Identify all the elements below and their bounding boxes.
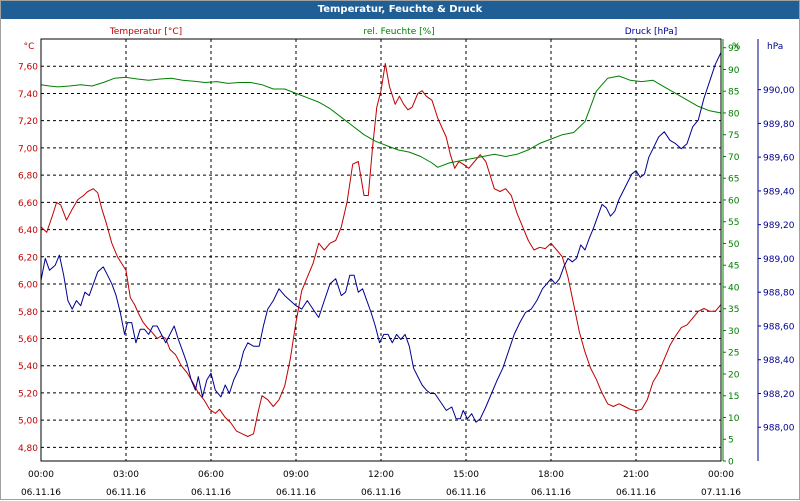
temperature-tick-label: 7,00 [18, 144, 38, 154]
humidity-tick-label: 75 [728, 131, 739, 141]
time-tick-label: 09:00 [283, 470, 309, 480]
pressure-tick-label: 988,60 [763, 322, 795, 332]
time-tick-label: 18:00 [538, 470, 564, 480]
humidity-tick-label: 50 [728, 240, 740, 250]
window-title: Temperatur, Feuchte & Druck [1, 1, 799, 19]
date-tick-label: 06.11.16 [191, 488, 231, 498]
series-layer [40, 52, 722, 437]
series-line-humidity [40, 75, 722, 168]
plot-frame [40, 38, 722, 462]
pressure-tick-label: 989,60 [763, 154, 795, 164]
temperature-tick-label: 7,40 [18, 90, 38, 100]
legend-humidity: rel. Feuchte [%] [363, 27, 434, 37]
pressure-tick-label: 988,20 [763, 390, 795, 400]
humidity-unit-label: % [732, 42, 741, 52]
temperature-tick-label: 5,20 [18, 389, 38, 399]
humidity-tick-label: 45 [728, 262, 739, 272]
time-tick-labels: 00:00 06.11.16 03:00 06.11.16 06:00 06.11.16 0… [21, 470, 741, 498]
time-tick-label: 00:00 [708, 470, 734, 480]
pressure-unit-label: hPa [767, 42, 783, 52]
temperature-tick-label: 6,60 [18, 199, 38, 209]
pressure-tick-label: 988,80 [763, 289, 795, 299]
temperature-tick-labels: 4,80 5,00 5,20 5,40 5,60 5,80 6,00 6,20 6,40 6,60… [18, 63, 38, 454]
pressure-tick-label: 989,40 [763, 187, 795, 197]
temperature-tick-label: 6,20 [18, 253, 38, 263]
date-tick-label: 06.11.16 [531, 488, 571, 498]
legend-temperature: Temperatur [°C] [109, 27, 182, 37]
humidity-tick-label: 0 [728, 458, 734, 468]
series-line-temperature [40, 63, 722, 437]
date-tick-label: 07.11.16 [701, 488, 741, 498]
temperature-tick-label: 5,00 [18, 417, 38, 427]
humidity-tick-label: 40 [728, 283, 740, 293]
humidity-tick-label: 95 [728, 44, 739, 54]
pressure-tick-labels: 988,00 988,20 988,40 988,60 988,80 989,00 989,… [758, 86, 795, 434]
temperature-tick-label: 6,40 [18, 226, 38, 236]
humidity-tick-label: 10 [728, 414, 740, 424]
humidity-tick-label: 30 [728, 327, 740, 337]
humidity-tick-label: 55 [728, 218, 739, 228]
humidity-tick-label: 25 [728, 349, 739, 359]
pressure-tick-label: 989,20 [763, 221, 795, 231]
humidity-tick-label: 35 [728, 305, 739, 315]
humidity-tick-label: 60 [728, 196, 740, 206]
temperature-tick-label: 5,80 [18, 308, 38, 318]
humidity-tick-label: 80 [728, 109, 740, 119]
humidity-tick-labels: 0 5 10 15 20 25 30 35 40 45 50 55 60 65 70 75 80 85 90 95 [723, 44, 740, 468]
temperature-tick-label: 4,80 [18, 444, 38, 454]
temperature-tick-label: 7,20 [18, 117, 38, 127]
date-tick-label: 06.11.16 [361, 488, 401, 498]
time-tick-label: 12:00 [368, 470, 394, 480]
date-tick-label: 06.11.16 [446, 488, 486, 498]
temperature-tick-label: 5,40 [18, 362, 38, 372]
time-tick-label: 15:00 [453, 470, 479, 480]
time-tick-label: 21:00 [623, 470, 649, 480]
humidity-tick-label: 65 [728, 175, 739, 185]
series-line-pressure [40, 52, 722, 423]
grid-lines [41, 39, 721, 461]
humidity-tick-label: 70 [728, 153, 740, 163]
time-tick-label: 06:00 [198, 470, 224, 480]
humidity-tick-label: 15 [728, 392, 739, 402]
date-tick-label: 06.11.16 [276, 488, 316, 498]
temperature-tick-label: 6,80 [18, 172, 38, 182]
humidity-tick-label: 90 [728, 66, 740, 76]
humidity-tick-label: 5 [728, 436, 734, 446]
temperature-tick-label: 6,00 [18, 281, 38, 291]
humidity-tick-label: 85 [728, 88, 739, 98]
legend-pressure: Druck [hPa] [625, 27, 678, 37]
temperature-tick-label: 7,60 [18, 63, 38, 73]
time-tick-label: 03:00 [113, 470, 139, 480]
date-tick-label: 06.11.16 [616, 488, 656, 498]
date-tick-label: 06.11.16 [106, 488, 146, 498]
pressure-tick-label: 988,40 [763, 356, 795, 366]
humidity-tick-label: 20 [728, 370, 740, 380]
pressure-tick-label: 989,00 [763, 255, 795, 265]
date-tick-label: 06.11.16 [21, 488, 61, 498]
pressure-tick-label: 988,00 [763, 424, 795, 434]
pressure-tick-label: 989,80 [763, 120, 795, 130]
temperature-tick-label: 5,60 [18, 335, 38, 345]
pressure-tick-label: 990,00 [763, 86, 795, 96]
time-tick-label: 00:00 [28, 470, 54, 480]
temperature-unit-label: °C [24, 42, 35, 52]
